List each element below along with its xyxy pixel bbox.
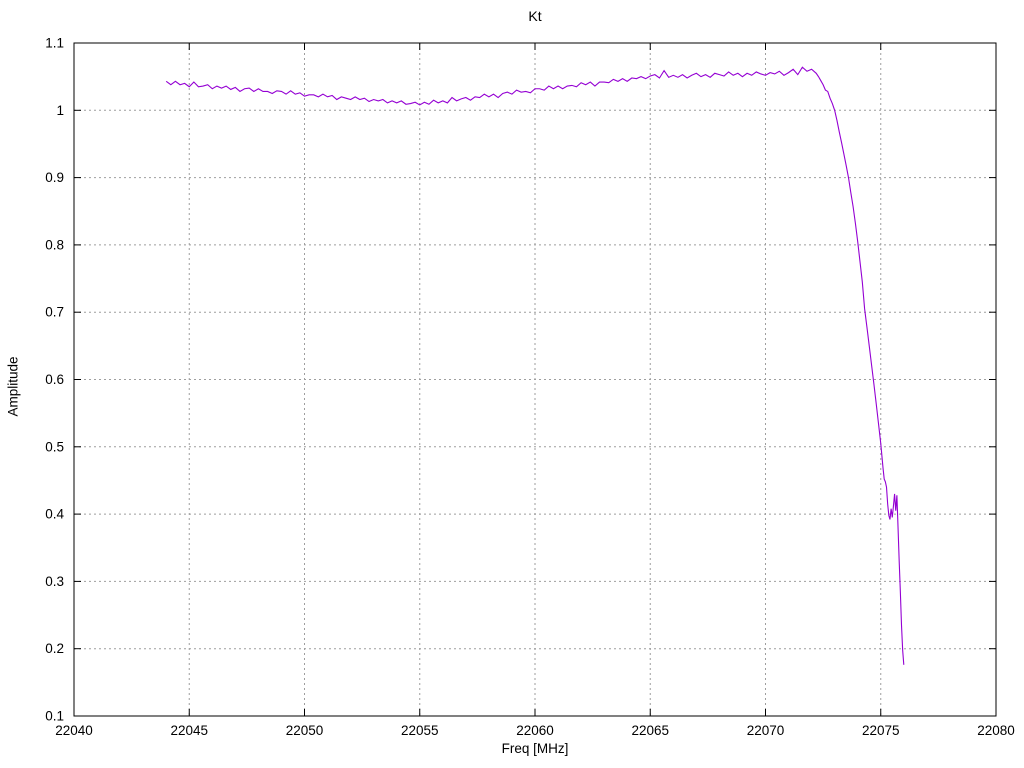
x-axis-label: Freq [MHz] xyxy=(501,741,569,756)
x-tick-label: 22060 xyxy=(516,723,554,738)
y-tick-label: 0.4 xyxy=(45,507,64,522)
chart-title: Kt xyxy=(528,8,542,24)
y-tick-label: 0.7 xyxy=(45,305,64,320)
y-axis-label: Amplitude xyxy=(5,356,21,417)
x-tick-label: 22040 xyxy=(55,723,93,738)
y-tick-label: 0.9 xyxy=(45,170,64,185)
x-tick-label: 22065 xyxy=(631,723,669,738)
x-tick-label: 22050 xyxy=(286,723,324,738)
y-tick-label: 0.1 xyxy=(45,709,64,724)
y-tick-label: 0.5 xyxy=(45,439,64,454)
y-tick-label: 0.2 xyxy=(45,641,64,656)
y-tick-label: 0.6 xyxy=(45,372,64,387)
x-tick-label: 22075 xyxy=(862,723,900,738)
x-tick-label: 22070 xyxy=(747,723,785,738)
y-tick-label: 1.1 xyxy=(45,36,64,51)
x-tick-label: 22045 xyxy=(170,723,208,738)
x-tick-label: 22080 xyxy=(977,723,1015,738)
y-tick-label: 0.3 xyxy=(45,574,64,589)
y-tick-label: 1 xyxy=(56,103,64,118)
y-tick-label: 0.8 xyxy=(45,237,64,252)
x-tick-label: 22055 xyxy=(401,723,439,738)
data-line xyxy=(165,66,905,665)
